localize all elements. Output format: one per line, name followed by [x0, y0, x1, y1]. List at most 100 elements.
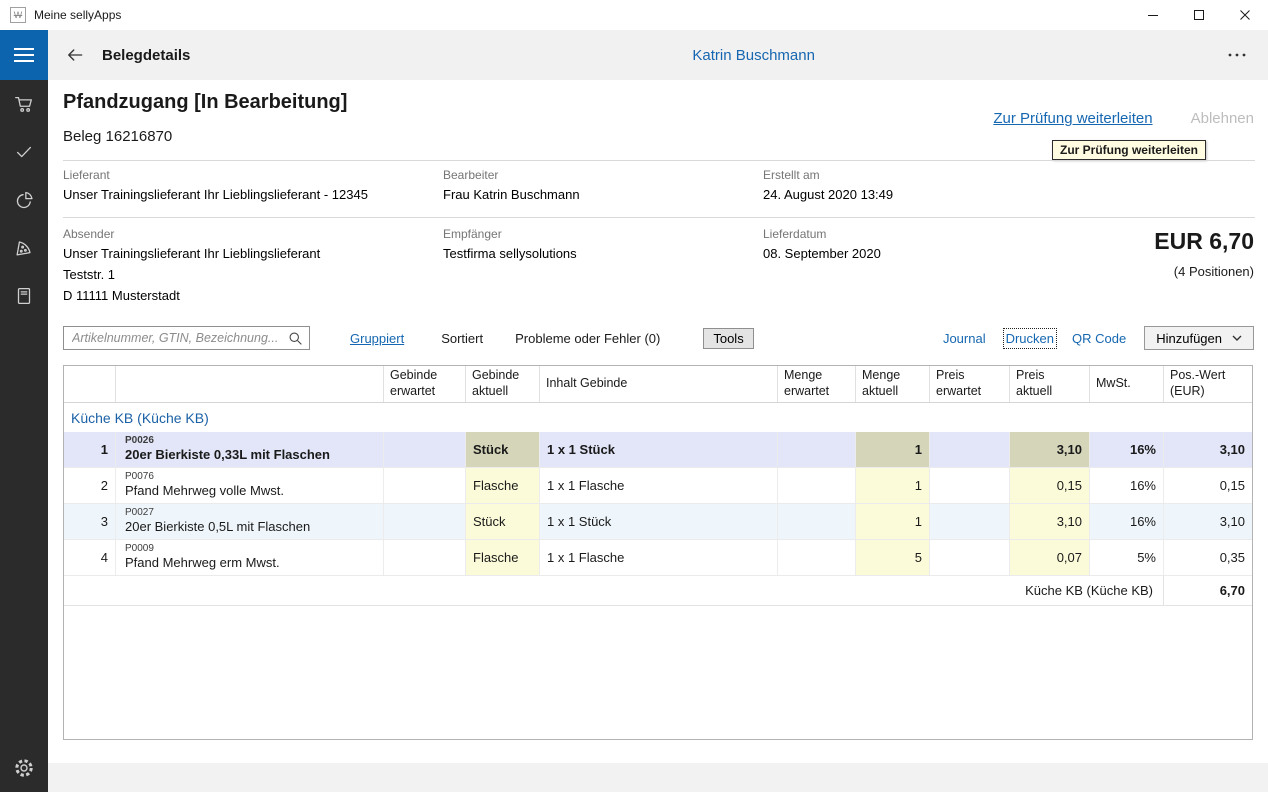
- document-title: Pfandzugang [In Bearbeitung]: [63, 91, 347, 114]
- header-preis-erwartet[interactable]: Preis erwartet: [930, 366, 1010, 402]
- sortiert-toggle[interactable]: Sortiert: [441, 331, 483, 346]
- article-code: P0009: [125, 543, 154, 555]
- page-title: Belegdetails: [102, 47, 190, 64]
- sidebar-item-reports[interactable]: [0, 176, 48, 224]
- tools-button[interactable]: Tools: [703, 328, 753, 349]
- preis-erwartet-cell: [930, 432, 1010, 467]
- menge-aktuell-cell[interactable]: 1: [856, 468, 930, 503]
- journal-link[interactable]: Journal: [943, 331, 986, 346]
- titlebar: W Meine sellyApps: [0, 0, 1268, 30]
- menge-aktuell-cell[interactable]: 1: [856, 504, 930, 539]
- preis-aktuell-cell[interactable]: 3,10: [1010, 432, 1090, 467]
- preis-erwartet-cell: [930, 468, 1010, 503]
- absender-line2: Teststr. 1: [63, 267, 115, 282]
- header-gebinde-aktuell[interactable]: Gebinde aktuell: [466, 366, 540, 402]
- bearbeiter-label: Bearbeiter: [443, 168, 498, 182]
- header-mwst[interactable]: MwSt.: [1090, 366, 1164, 402]
- chevron-down-icon: [1232, 335, 1242, 341]
- row-number: 2: [64, 468, 116, 503]
- close-icon: [1239, 9, 1251, 21]
- header-preis-aktuell[interactable]: Preis aktuell: [1010, 366, 1090, 402]
- reject-link: Ablehnen: [1191, 110, 1254, 127]
- maximize-button[interactable]: [1176, 0, 1222, 30]
- hamburger-menu-button[interactable]: [0, 30, 48, 80]
- back-arrow-icon: [65, 45, 85, 65]
- gebinde-erwartet-cell: [384, 540, 466, 575]
- minimize-button[interactable]: [1130, 0, 1176, 30]
- lieferant-label: Lieferant: [63, 168, 110, 182]
- sidebar-item-food[interactable]: [0, 224, 48, 272]
- status-strip: [48, 763, 1268, 792]
- inhalt-gebinde-cell: 1 x 1 Flasche: [540, 468, 778, 503]
- erstellt-am-label: Erstellt am: [763, 168, 820, 182]
- mwst-cell: 5%: [1090, 540, 1164, 575]
- user-name-link[interactable]: Katrin Buschmann: [597, 47, 815, 64]
- absender-label: Absender: [63, 227, 114, 241]
- menge-erwartet-cell: [778, 432, 856, 467]
- header-menge-erwartet[interactable]: Menge erwartet: [778, 366, 856, 402]
- total-amount: EUR 6,70: [1154, 228, 1254, 255]
- row-number: 1: [64, 432, 116, 467]
- row-number: 3: [64, 504, 116, 539]
- gebinde-aktuell-cell[interactable]: Flasche: [466, 540, 540, 575]
- header-gebinde-erwartet[interactable]: Gebinde erwartet: [384, 366, 466, 402]
- window-title: Meine sellyApps: [34, 8, 121, 22]
- sidebar-item-tasks[interactable]: [0, 128, 48, 176]
- drucken-link[interactable]: Drucken: [1006, 331, 1054, 346]
- sidebar-item-settings[interactable]: [0, 756, 48, 780]
- back-button[interactable]: [60, 40, 90, 70]
- gebinde-aktuell-cell[interactable]: Flasche: [466, 468, 540, 503]
- sidebar-item-orders[interactable]: [0, 80, 48, 128]
- gebinde-erwartet-cell: [384, 468, 466, 503]
- article-name: 20er Bierkiste 0,33L mit Flaschen: [125, 447, 330, 463]
- lieferdatum-label: Lieferdatum: [763, 227, 826, 241]
- gear-icon: [12, 756, 36, 780]
- document-number: Beleg 16216870: [63, 128, 172, 145]
- preis-aktuell-cell[interactable]: 3,10: [1010, 504, 1090, 539]
- group-header[interactable]: Küche KB (Küche KB): [64, 403, 1252, 432]
- mwst-cell: 16%: [1090, 468, 1164, 503]
- close-button[interactable]: [1222, 0, 1268, 30]
- preis-aktuell-cell[interactable]: 0,07: [1010, 540, 1090, 575]
- gebinde-erwartet-cell: [384, 432, 466, 467]
- header-inhalt-gebinde[interactable]: Inhalt Gebinde: [540, 366, 778, 402]
- forward-for-review-link[interactable]: Zur Prüfung weiterleiten: [993, 110, 1152, 127]
- qr-code-link[interactable]: QR Code: [1072, 331, 1126, 346]
- header-pos-wert[interactable]: Pos.-Wert (EUR): [1164, 366, 1252, 402]
- gruppiert-toggle[interactable]: Gruppiert: [350, 331, 404, 346]
- group-footer-label: Küche KB (Küche KB): [64, 576, 1164, 605]
- checkmark-icon: [13, 141, 35, 163]
- more-options-button[interactable]: [1222, 52, 1252, 58]
- hinzufuegen-dropdown-button[interactable]: Hinzufügen: [1144, 326, 1254, 350]
- preis-erwartet-cell: [930, 540, 1010, 575]
- cart-icon: [13, 93, 35, 115]
- group-footer-total: 6,70: [1164, 576, 1252, 605]
- tooltip: Zur Prüfung weiterleiten: [1052, 140, 1206, 160]
- preis-aktuell-cell[interactable]: 0,15: [1010, 468, 1090, 503]
- gebinde-aktuell-cell[interactable]: Stück: [466, 432, 540, 467]
- header-menge-aktuell[interactable]: Menge aktuell: [856, 366, 930, 402]
- menge-aktuell-cell[interactable]: 5: [856, 540, 930, 575]
- table-header-row: Gebinde erwartet Gebinde aktuell Inhalt …: [64, 366, 1252, 403]
- table-row[interactable]: 2 P0076 Pfand Mehrweg volle Mwst. Flasch…: [64, 468, 1252, 504]
- pos-wert-cell: 0,35: [1164, 540, 1252, 575]
- table-row[interactable]: 1 P0026 20er Bierkiste 0,33L mit Flasche…: [64, 432, 1252, 468]
- gebinde-aktuell-cell[interactable]: Stück: [466, 504, 540, 539]
- search-input[interactable]: [63, 326, 310, 350]
- table-row[interactable]: 4 P0009 Pfand Mehrweg erm Mwst. Flasche …: [64, 540, 1252, 576]
- absender-line1: Unser Trainingslieferant Ihr Lieblingsli…: [63, 246, 320, 261]
- positions-table: Gebinde erwartet Gebinde aktuell Inhalt …: [63, 365, 1253, 740]
- table-row[interactable]: 3 P0027 20er Bierkiste 0,5L mit Flaschen…: [64, 504, 1252, 540]
- maximize-icon: [1193, 9, 1205, 21]
- pos-wert-cell: 0,15: [1164, 468, 1252, 503]
- sidebar-item-journal[interactable]: [0, 272, 48, 320]
- empfaenger-label: Empfänger: [443, 227, 502, 241]
- pos-wert-cell: 3,10: [1164, 432, 1252, 467]
- search-icon: [288, 331, 303, 346]
- book-icon: [13, 285, 35, 307]
- article-code: P0026: [125, 435, 154, 447]
- menge-aktuell-cell[interactable]: 1: [856, 432, 930, 467]
- row-number: 4: [64, 540, 116, 575]
- probleme-filter[interactable]: Probleme oder Fehler (0): [515, 331, 660, 346]
- mwst-cell: 16%: [1090, 432, 1164, 467]
